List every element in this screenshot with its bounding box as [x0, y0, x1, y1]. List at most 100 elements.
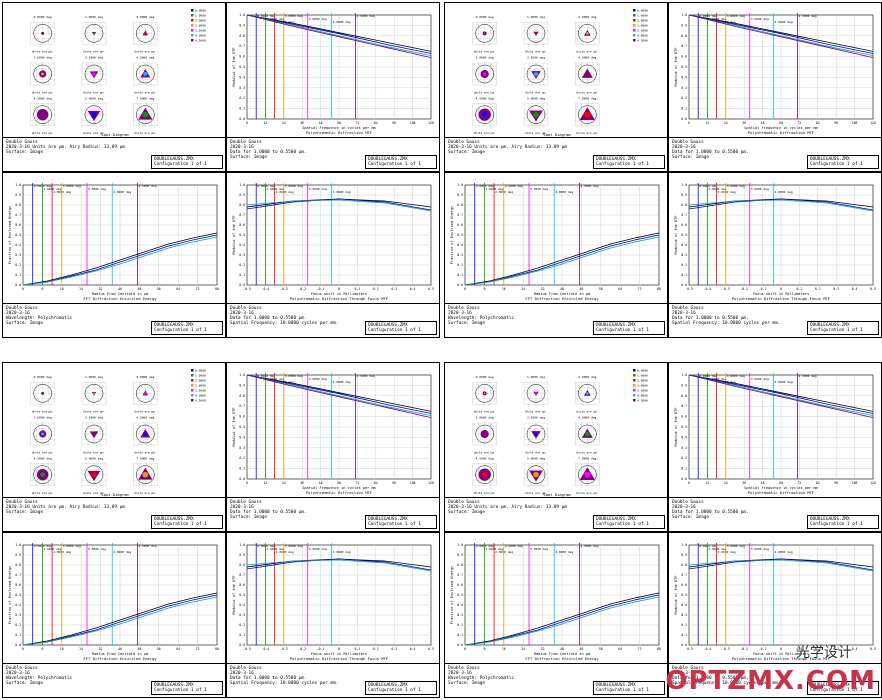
y-tick-label: 0.3: [239, 446, 245, 450]
x-tick-label: 0.2: [373, 647, 379, 651]
spot-field-label: 3.5000 deg: [85, 416, 103, 420]
y-tick-label: 0.4: [239, 75, 245, 79]
field-marker-label: 1.0000 deg: [266, 547, 284, 551]
field-marker-label: 4.5000 deg: [580, 544, 598, 548]
spot-rms-label: Units are µm.: [83, 50, 105, 54]
y-tick-label: 0.8: [239, 394, 245, 398]
field-marker-label: 1.0000 deg: [43, 547, 61, 551]
encircled-energy-panel: 0 8 16 24 32 40 48 56 64 72 80 0.0 0.1 0.2 0.3 0.4 0.5 0.…: [2, 532, 226, 698]
x-tick-label: 16: [60, 287, 64, 291]
x-tick-label: 0.3: [391, 647, 397, 651]
x-tick-label: 12: [263, 481, 267, 485]
analysis-quadrant: 0.0000 deg Units are µm. 1.0000 deg Units a…: [444, 2, 882, 338]
field-marker-label: 0.0000 deg: [257, 374, 275, 378]
info-line: Data for 1.0000 to 0.5500 µm.: [672, 316, 749, 321]
spot-field-label: 2.0000 deg: [136, 375, 154, 379]
spot-rms-label: Units are µm.: [576, 50, 598, 54]
spot-core: [584, 471, 591, 478]
field-marker-label: 4.5000 deg: [799, 14, 817, 18]
y-tick-label: 0.3: [457, 253, 463, 257]
x-tick-label: 24: [282, 121, 286, 125]
spot-rms-label: Units are µm.: [134, 410, 156, 414]
spot-rms-label: Units are µm.: [83, 450, 105, 454]
x-tick-label: 72: [355, 121, 359, 125]
spot-core: [533, 471, 539, 478]
y-tick-label: 0.2: [239, 263, 245, 267]
airy-circle: [84, 105, 104, 124]
x-tick-label: 108: [852, 481, 858, 485]
info-line: Surface: Image: [672, 155, 710, 160]
x-tick-label: 120: [870, 121, 876, 125]
config-label: Configuration 1 of 1: [810, 522, 863, 527]
x-tick-label: 0: [780, 647, 782, 651]
legend-label: 2.0000: [195, 379, 206, 383]
field-marker-label: 3.0000 deg: [63, 544, 81, 548]
airy-circle: [136, 384, 155, 403]
file-box: DOUBLEGAUSS.ZMX Configuration 1 of 1: [807, 681, 879, 695]
series-line: [246, 198, 432, 211]
legend-label: 3.5000: [195, 389, 206, 393]
chart-svg: 0 8 16 24 32 40 48 56 64 72 80 0.0 0.1 0.2 0.3 0.4 0.5 0.…: [8, 183, 219, 301]
info-line: Surface: Image: [672, 515, 710, 520]
y-tick-label: 0.8: [15, 563, 21, 567]
y-tick-label: 1.0: [457, 543, 463, 547]
field-marker-label: 1.0000 deg: [266, 17, 284, 21]
spot-core: [143, 72, 148, 76]
spot-core: [483, 392, 486, 395]
field-marker-label: 3.0000 deg: [285, 14, 303, 18]
y-tick-label: 0.6: [457, 223, 463, 227]
field-marker-label: 4.0000 deg: [775, 380, 793, 384]
field-marker-label: 4.5000 deg: [799, 374, 817, 378]
y-tick-label: 0.2: [239, 623, 245, 627]
config-label: Configuration 1 of 1: [810, 328, 863, 333]
chart-svg: -0.5 -0.4 -0.3 -0.2 -0.1 0 0.1 0.2 0.3 0.4 0.50.00…: [232, 543, 434, 661]
spot-rms-label: Units are µm.: [134, 90, 156, 94]
spot-core: [584, 111, 591, 118]
spot-field-label: 3.0000 deg: [34, 56, 52, 60]
spot-field-label: 2.0000 deg: [578, 15, 596, 19]
x-tick-label: 84: [816, 121, 820, 125]
info-block: Double Gauss 2020-3-16 Data for 1.0000 to …: [227, 303, 439, 337]
info-line: Data for 1.0000 to 0.5500 µm.: [230, 150, 307, 155]
y-tick-label: 1.0: [239, 13, 245, 17]
airy-circle: [578, 465, 597, 484]
x-tick-label: 8: [483, 647, 485, 651]
info-block: Double Gauss 2020-3-16 Units are µm. Airy…: [3, 497, 225, 531]
x-tick-label: 80: [215, 647, 219, 651]
file-name: DOUBLEGAUSS.ZMX: [810, 323, 850, 328]
x-tick-label: 96: [834, 121, 838, 125]
x-tick-label: 96: [834, 481, 838, 485]
series-line: [22, 592, 218, 646]
file-name: DOUBLEGAUSS.ZMX: [154, 517, 194, 522]
chart-svg: 0 12 24 36 48 60 72 84 96 108 120 0.0 0.1 0.2 0.3 0.4 0.…: [674, 373, 876, 495]
info-line: 2020-3-16: [672, 311, 696, 316]
file-name: DOUBLEGAUSS.ZMX: [810, 517, 850, 522]
y-tick-label: 0.6: [681, 223, 687, 227]
x-tick-label: 0.1: [355, 287, 361, 291]
x-tick-label: 0: [780, 287, 782, 291]
x-tick-label: 8: [41, 287, 43, 291]
info-line: Surface: Image: [448, 321, 486, 326]
x-tick-label: 84: [816, 481, 820, 485]
legend-label: 4.5000: [637, 39, 648, 43]
chart-title: Spot Diagram: [543, 132, 571, 137]
y-tick-label: 0.7: [239, 404, 245, 408]
field-marker-label: 1.0000 deg: [266, 377, 284, 381]
x-tick-label: 0.5: [870, 287, 876, 291]
chart-title: FFT Diffraction Encircled Energy: [83, 296, 157, 301]
y-tick-label: 0.7: [239, 573, 245, 577]
legend-swatch: [633, 24, 636, 27]
y-tick-label: 0.7: [681, 44, 687, 48]
y-tick-label: 0.3: [681, 86, 687, 90]
x-tick-label: 32: [99, 647, 103, 651]
spot-field-label: 4.5000 deg: [476, 96, 494, 100]
series-line: [688, 199, 874, 212]
y-tick-label: 0.7: [457, 573, 463, 577]
info-line: Data for 1.0000 to 0.5500 µm.: [672, 150, 749, 155]
field-marker-label: 3.5000 deg: [309, 377, 327, 381]
spot-rms-label: Units are µm.: [83, 410, 105, 414]
y-tick-label: 0.5: [681, 593, 687, 597]
info-line: Double Gauss: [6, 666, 38, 671]
field-marker-label: 3.5000 deg: [530, 547, 548, 551]
airy-circle: [475, 64, 494, 84]
